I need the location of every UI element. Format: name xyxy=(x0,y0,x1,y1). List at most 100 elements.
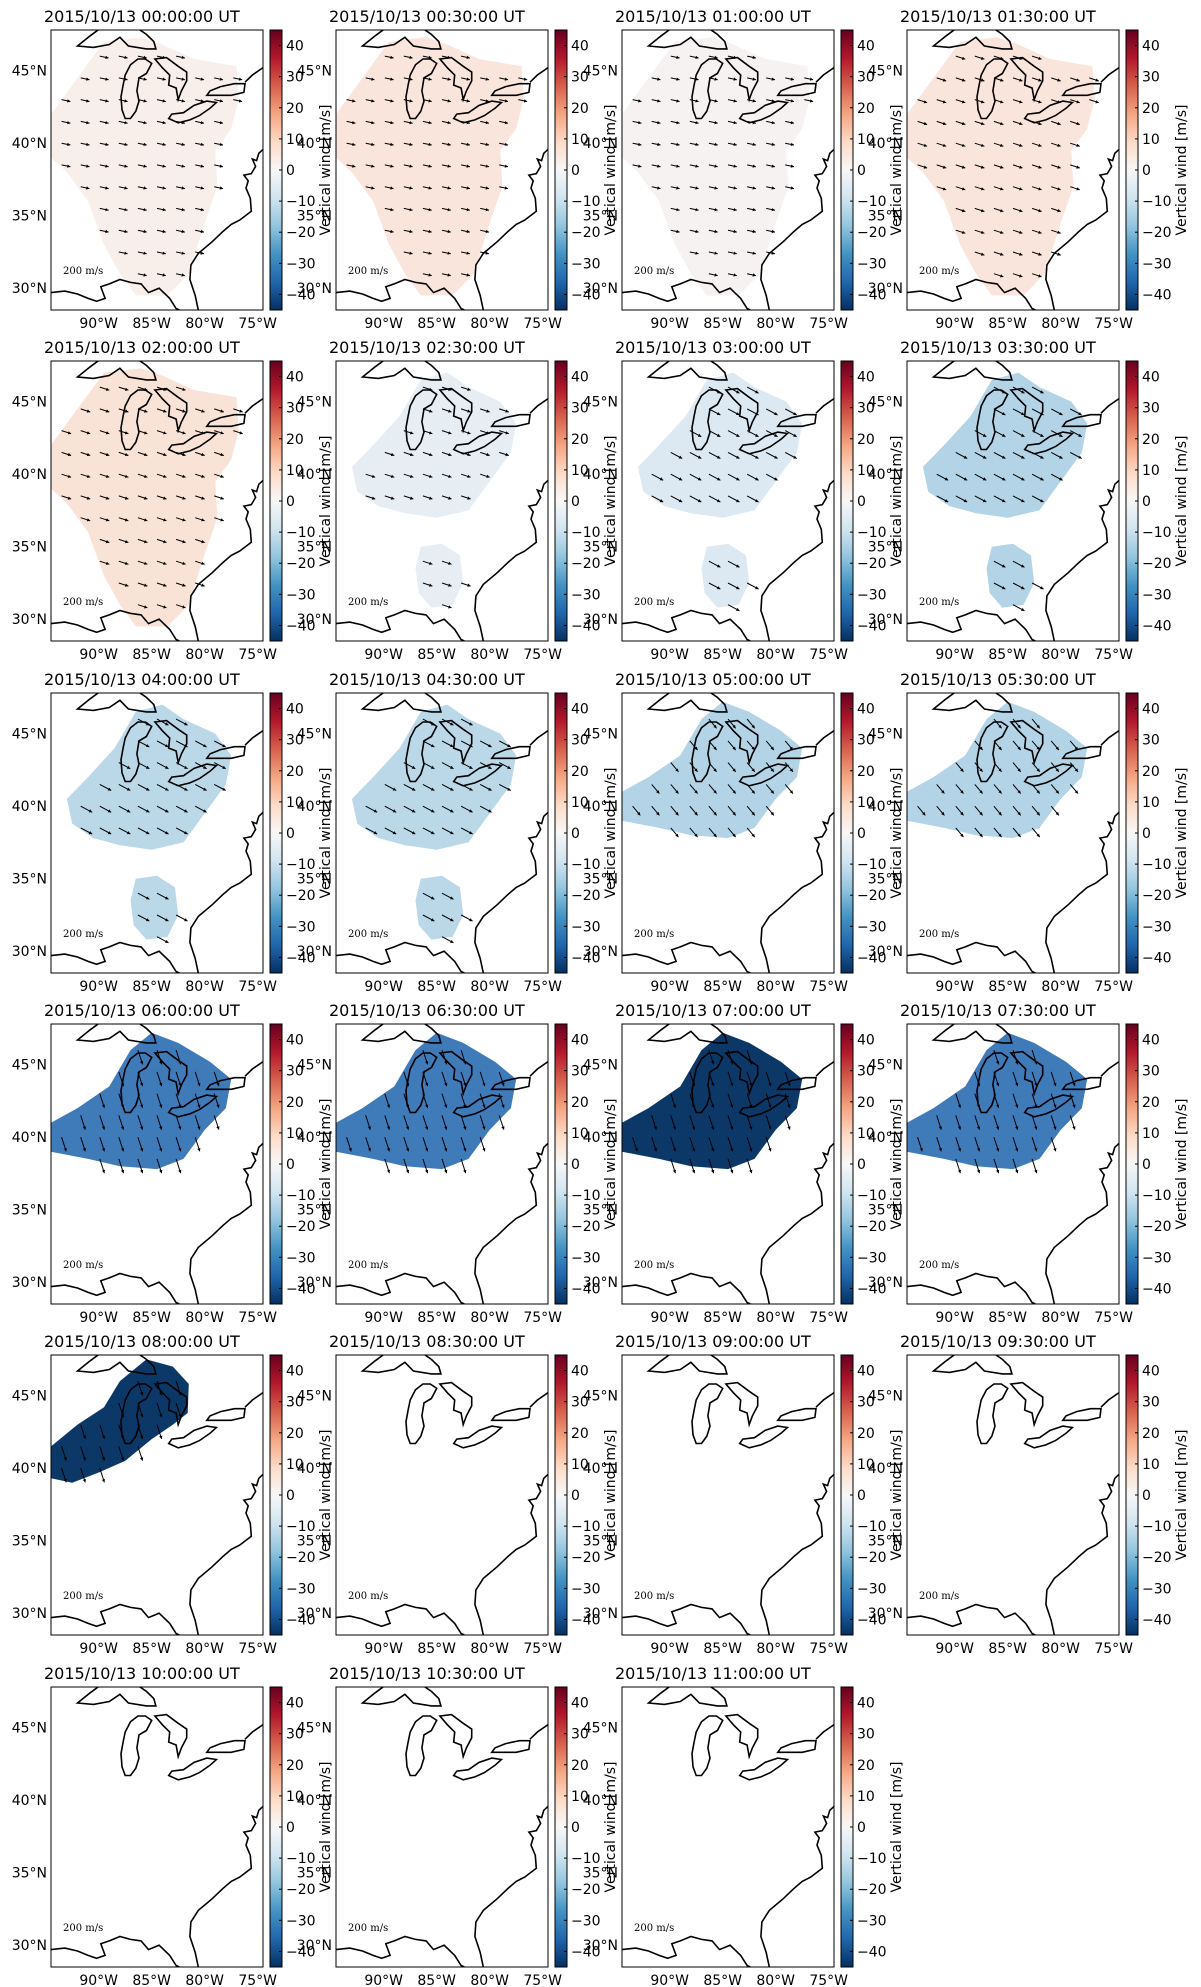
wind-arrow-head xyxy=(1000,252,1004,256)
wind-arrow-head xyxy=(697,477,702,481)
wind-arrow-head xyxy=(752,142,756,146)
wind-arrow-head xyxy=(1021,455,1025,459)
wind-arrow-head xyxy=(961,209,966,213)
wind-arrow-head xyxy=(390,121,394,125)
wind-arrow-head xyxy=(163,496,167,500)
wind-arrow-head xyxy=(165,918,169,922)
wind-arrow-head xyxy=(980,165,985,169)
wind-arrow-head xyxy=(1000,209,1004,213)
map-area xyxy=(51,1687,263,1967)
lake-outline xyxy=(724,1381,759,1428)
lat-tick-label: 45°N xyxy=(12,1389,47,1405)
wind-arrow-head xyxy=(466,273,470,277)
wind-arrow-head xyxy=(162,251,166,255)
wind-arrow-head xyxy=(714,55,718,59)
colorbar-tick-label: 30 xyxy=(286,70,304,86)
wind-arrow-head xyxy=(523,99,528,103)
lon-tick-label: 90°W xyxy=(650,647,689,663)
wind-arrow-head xyxy=(1057,209,1061,213)
panel-title: 2015/10/13 06:00:00 UT xyxy=(44,1001,240,1020)
wind-arrow-head xyxy=(390,77,394,81)
lat-tick-label: 35°N xyxy=(583,1534,618,1550)
colorbar-tick-label: −30 xyxy=(286,1250,316,1266)
lake-outline xyxy=(438,719,473,766)
wind-arrow-head xyxy=(428,142,432,146)
colorbar-tick-label: 40 xyxy=(571,702,589,718)
wind-arrow-head xyxy=(105,208,109,212)
coastline xyxy=(760,1805,834,1967)
wind-arrow-head xyxy=(678,477,683,481)
panel-title: 2015/10/13 06:30:00 UT xyxy=(329,1001,525,1020)
wind-arrow-head xyxy=(714,164,718,168)
lake-outline xyxy=(691,58,724,120)
wind-arrow-head xyxy=(200,121,204,125)
wind-arrow-head xyxy=(1001,433,1006,437)
lat-tick-label: 40°N xyxy=(297,1461,332,1477)
lat-tick-label: 40°N xyxy=(12,1461,47,1477)
wind-arrow-head xyxy=(961,78,966,82)
lon-tick-label: 90°W xyxy=(650,316,689,332)
lat-tick-label: 40°N xyxy=(297,1130,332,1146)
colorbar-tick-label: 30 xyxy=(571,401,589,417)
lon-tick-label: 80°W xyxy=(1041,979,1080,995)
lake-outline xyxy=(153,1050,188,1097)
colorbar-tick-label: −20 xyxy=(286,1219,316,1235)
wind-arrow-head xyxy=(1057,78,1061,82)
wind-arrow-head xyxy=(638,142,642,146)
wind-arrow-head xyxy=(124,121,128,125)
colorbar-tick-label: 40 xyxy=(1142,1364,1160,1380)
colorbar-tick-label: −40 xyxy=(1142,287,1172,303)
colorbar-tick-label: 20 xyxy=(286,1426,304,1442)
wind-arrow-head xyxy=(450,787,454,791)
wind-arrow-head xyxy=(450,918,454,922)
wind-arrow-head xyxy=(485,77,489,81)
lake-outline xyxy=(646,1024,728,1044)
wind-arrow-head xyxy=(732,724,736,729)
wind-arrow-head xyxy=(768,1104,772,1108)
wind-arrow-head xyxy=(105,229,109,234)
wind-arrow-head xyxy=(159,1435,163,1439)
colorbar-tick-label: 40 xyxy=(1142,39,1160,55)
colorbar-tick-label: 20 xyxy=(571,1758,589,1774)
lat-tick-label: 35°N xyxy=(12,540,47,556)
wind-arrow-head xyxy=(181,208,185,212)
wind-arrow-head xyxy=(774,477,778,481)
lat-tick-label: 40°N xyxy=(583,467,618,483)
wind-arrow-head xyxy=(143,229,147,234)
lake-outline xyxy=(724,387,759,434)
wind-arrow-head xyxy=(197,1104,201,1108)
lon-tick-label: 90°W xyxy=(650,979,689,995)
wind-arrow-head xyxy=(793,433,797,437)
wind-arrow-head xyxy=(144,605,148,609)
colorbar-tick-label: 30 xyxy=(857,1395,875,1411)
wind-arrow-head xyxy=(219,77,223,81)
wind-arrow-head xyxy=(352,164,356,168)
wind-arrow-head xyxy=(634,1148,638,1152)
wind-region xyxy=(922,372,1088,518)
scale-label: 200 m/s xyxy=(63,266,103,277)
colorbar-tick-label: −40 xyxy=(857,287,887,303)
colorbar-tick-label: 0 xyxy=(1142,826,1151,842)
wind-arrow-head xyxy=(713,768,717,772)
wind-arrow-head xyxy=(86,186,90,190)
lat-tick-label: 45°N xyxy=(583,1721,618,1737)
lon-tick-label: 85°W xyxy=(703,316,742,332)
wind-arrow-head xyxy=(1038,252,1042,256)
wind-arrow-head xyxy=(790,186,794,190)
wind-arrow-head xyxy=(200,77,204,81)
wind-arrow-head xyxy=(691,1148,696,1152)
lake-outline xyxy=(360,1687,442,1707)
wind-arrow-head xyxy=(1040,433,1044,437)
wind-arrow-head xyxy=(938,1148,942,1152)
colorbar-tick-label: −30 xyxy=(1142,587,1172,603)
colorbar-tick-label: −40 xyxy=(286,287,316,303)
lat-tick-label: 45°N xyxy=(297,1058,332,1074)
wind-arrow-head xyxy=(405,1169,410,1174)
colorbar-label: Vertical wind [m/s] xyxy=(318,768,334,899)
lat-tick-label: 40°N xyxy=(868,799,903,815)
wind-arrow-head xyxy=(182,409,186,413)
panel-title: 2015/10/13 09:00:00 UT xyxy=(615,1332,811,1351)
colorbar-tick-label: −40 xyxy=(286,950,316,966)
